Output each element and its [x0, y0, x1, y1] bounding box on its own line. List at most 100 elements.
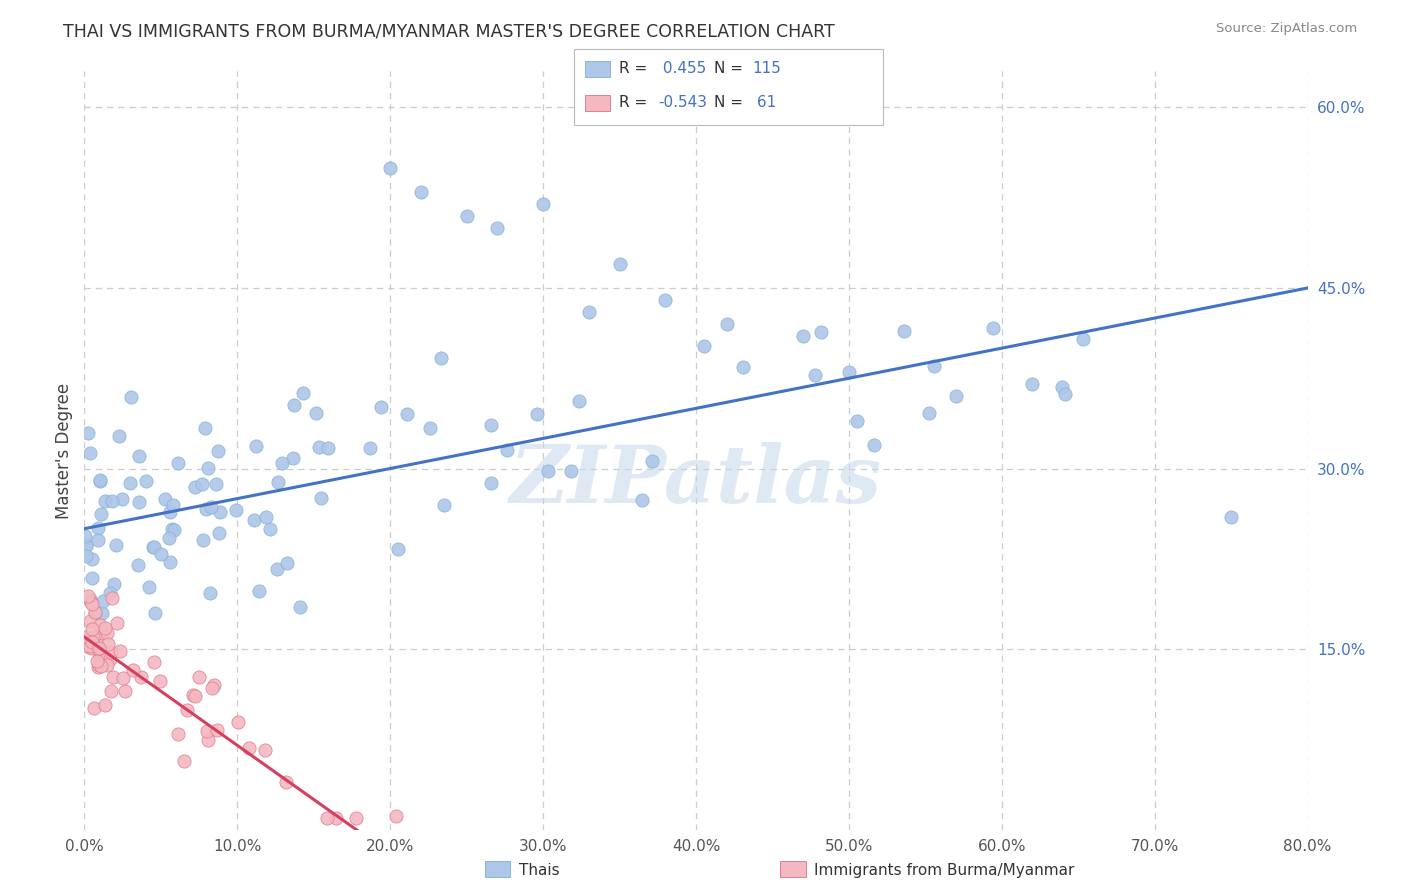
Point [153, 491, 176, 506]
Point [1071, 332, 1094, 346]
Point [105, 537, 128, 551]
Point [290, 600, 312, 615]
Point [486, 220, 509, 235]
Point [238, 741, 260, 756]
Point [359, 441, 381, 455]
Point [142, 655, 165, 669]
Point [862, 438, 884, 452]
Point [201, 681, 224, 695]
Point [91, 594, 114, 608]
Point [243, 513, 266, 527]
Point [208, 525, 231, 540]
Point [94, 493, 117, 508]
Point [79, 595, 101, 609]
Point [316, 811, 339, 825]
Point [197, 733, 219, 747]
Text: ZIPatlas: ZIPatlas [510, 442, 882, 519]
Point [90, 507, 112, 521]
Point [75, 529, 97, 543]
Point [184, 689, 207, 703]
Point [107, 615, 129, 630]
Point [108, 643, 131, 657]
Point [945, 389, 967, 403]
Point [82, 571, 104, 585]
Point [90, 625, 112, 640]
Text: Thais: Thais [519, 863, 560, 878]
Point [318, 441, 340, 455]
Point [276, 556, 298, 570]
Point [409, 185, 432, 199]
Point [380, 161, 402, 175]
Point [560, 464, 582, 478]
Point [254, 510, 277, 524]
Point [87, 641, 110, 656]
Point [76, 590, 98, 604]
Point [96, 625, 118, 640]
Point [159, 505, 181, 519]
Point [87, 533, 110, 547]
Point [167, 456, 190, 470]
Point [1050, 379, 1073, 393]
Point [271, 457, 294, 471]
Text: Source: ZipAtlas.com: Source: ZipAtlas.com [1216, 22, 1357, 36]
Point [128, 450, 150, 464]
Point [75, 538, 97, 552]
Point [254, 743, 277, 757]
Text: -0.543: -0.543 [658, 95, 707, 110]
Text: R =: R = [619, 95, 647, 110]
Point [197, 461, 219, 475]
Y-axis label: Master's Degree: Master's Degree [55, 383, 73, 518]
Point [84, 606, 107, 620]
Point [309, 491, 332, 506]
Point [654, 293, 676, 307]
Point [205, 477, 228, 491]
Point [733, 360, 755, 375]
Point [111, 672, 134, 686]
Point [162, 499, 184, 513]
Point [163, 523, 186, 537]
Point [344, 811, 367, 825]
Point [274, 774, 297, 789]
Point [804, 368, 827, 382]
Point [173, 755, 195, 769]
Point [129, 670, 152, 684]
Point [195, 723, 218, 738]
Point [128, 494, 150, 508]
Point [305, 406, 328, 420]
Point [159, 555, 181, 569]
Point [181, 688, 204, 702]
Point [87, 657, 110, 672]
Point [641, 454, 664, 468]
Text: N =: N = [714, 62, 744, 76]
Point [693, 339, 716, 353]
Point [226, 714, 249, 729]
Point [1220, 509, 1243, 524]
Text: Immigrants from Burma/Myanmar: Immigrants from Burma/Myanmar [814, 863, 1074, 878]
Point [167, 726, 190, 740]
Point [479, 476, 502, 491]
Point [578, 305, 600, 319]
Point [292, 385, 315, 400]
Point [82, 635, 104, 649]
Point [267, 475, 290, 489]
Point [103, 670, 125, 684]
Point [531, 196, 554, 211]
Point [207, 443, 229, 458]
Point [1053, 386, 1076, 401]
Point [138, 580, 160, 594]
Point [79, 639, 101, 653]
Point [86, 654, 108, 668]
Point [191, 477, 214, 491]
Point [114, 683, 136, 698]
Point [205, 723, 228, 738]
Point [103, 577, 125, 591]
Point [89, 474, 111, 488]
Point [385, 809, 408, 823]
Point [609, 257, 631, 271]
Point [98, 652, 121, 666]
Point [716, 317, 738, 331]
Point [149, 548, 172, 562]
Point [86, 521, 108, 535]
Point [80, 597, 103, 611]
Point [200, 500, 222, 514]
